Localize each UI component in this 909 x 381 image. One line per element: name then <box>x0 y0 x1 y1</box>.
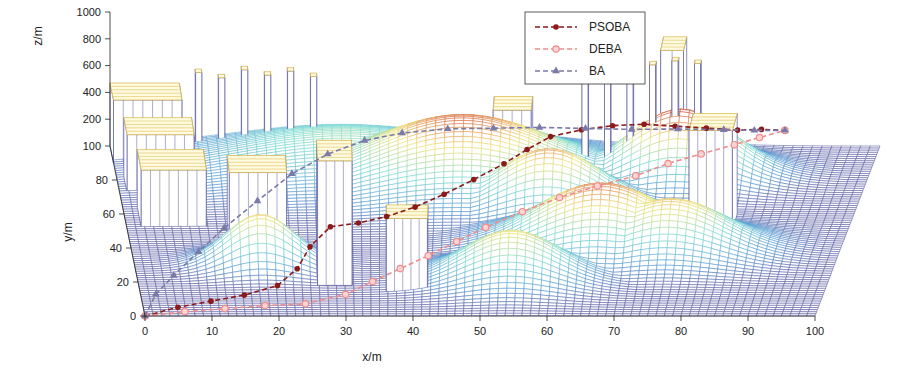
obstacle-face <box>264 72 270 75</box>
terrain-mesh <box>657 175 667 183</box>
terrain-mesh <box>678 139 688 149</box>
terrain-mesh <box>854 186 864 188</box>
terrain-mesh <box>840 148 850 150</box>
obstacle-face <box>672 57 679 60</box>
terrain-mesh <box>669 130 679 140</box>
terrain-mesh <box>831 146 841 148</box>
obstacle-face <box>196 72 202 152</box>
terrain-mesh <box>463 132 472 137</box>
obstacle-face <box>124 118 194 135</box>
obstacle-face <box>310 73 316 76</box>
terrain-mesh <box>850 148 860 150</box>
terrain-mesh <box>305 180 314 184</box>
obstacle-face <box>110 83 182 100</box>
obstacle-face <box>650 61 657 64</box>
terrain-mesh <box>866 154 876 156</box>
terrain-mesh <box>858 152 868 154</box>
terrain-mesh <box>444 137 453 143</box>
terrain-mesh <box>844 190 854 192</box>
terrain-mesh <box>668 148 678 158</box>
obstacle <box>195 69 202 153</box>
obstacle-face <box>218 74 225 77</box>
obstacle-face <box>695 60 702 63</box>
terrain-mesh <box>454 124 463 128</box>
terrain-mesh <box>463 136 472 142</box>
terrain-mesh <box>444 147 453 153</box>
terrain-mesh <box>856 157 866 159</box>
terrain-mesh <box>454 120 463 123</box>
obstacle-face <box>195 69 202 72</box>
terrain-mesh <box>676 166 686 174</box>
plot-marks <box>110 37 880 319</box>
terrain-mesh <box>657 167 667 176</box>
terrain-mesh <box>866 157 876 159</box>
terrain-mesh <box>668 139 678 149</box>
terrain-mesh <box>444 142 453 148</box>
terrain-mesh <box>865 159 875 161</box>
terrain-mesh <box>850 146 860 148</box>
terrain-mesh <box>858 150 868 152</box>
terrain-mesh <box>843 193 853 195</box>
terrain-mesh <box>857 154 867 156</box>
terrain-mesh <box>472 148 481 155</box>
terrain-mesh <box>463 142 472 148</box>
terrain-mesh <box>860 146 870 148</box>
terrain-mesh <box>870 146 880 148</box>
terrain-mesh <box>667 166 677 174</box>
terrain-mesh <box>833 195 843 197</box>
terrain-mesh <box>454 142 463 148</box>
terrain-mesh <box>666 174 676 182</box>
terrain-mesh <box>864 161 874 163</box>
terrain-mesh <box>678 130 688 140</box>
chart: 0102030405060708090100020406080100200400… <box>0 0 909 381</box>
terrain-mesh <box>852 193 862 195</box>
terrain-mesh <box>454 147 463 153</box>
terrain-mesh <box>676 174 686 182</box>
terrain-mesh <box>853 191 863 193</box>
terrain-mesh <box>868 150 878 152</box>
terrain-mesh <box>454 132 463 137</box>
terrain-mesh <box>867 152 877 154</box>
terrain-mesh <box>859 148 869 150</box>
terrain-mesh <box>849 150 859 152</box>
obstacle-face <box>241 66 247 69</box>
terrain-mesh <box>841 146 851 148</box>
terrain-mesh <box>677 148 687 158</box>
terrain-mesh <box>679 116 689 123</box>
terrain-mesh <box>454 136 463 141</box>
terrain-mesh <box>854 188 864 190</box>
terrain-mesh <box>463 147 472 153</box>
terrain-mesh <box>869 148 879 150</box>
terrain-mesh <box>848 152 858 154</box>
obstacle-face <box>287 68 293 71</box>
